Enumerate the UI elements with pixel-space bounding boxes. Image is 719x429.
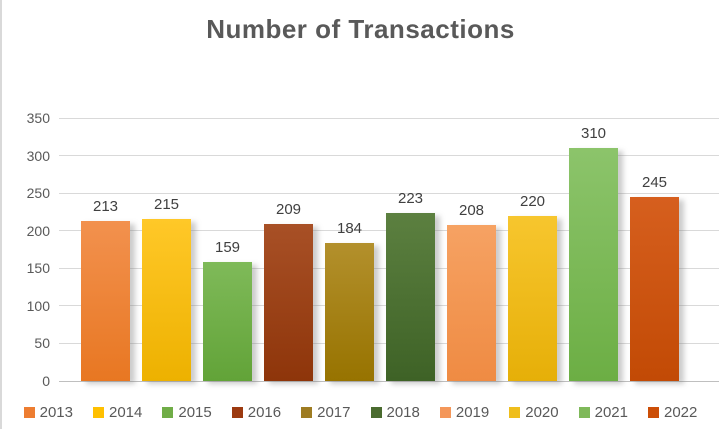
bar-2015 <box>203 261 252 381</box>
legend-label-2020: 2020 <box>525 404 559 421</box>
bar-2014 <box>142 219 191 381</box>
legend-swatch-2018 <box>370 407 382 418</box>
legend-swatch-2013 <box>23 407 35 418</box>
gridline-y-0 <box>59 380 719 382</box>
legend-swatch-2022 <box>648 407 659 418</box>
bar-value-label-2016: 209 <box>275 200 302 218</box>
legend-label-2013: 2013 <box>39 404 73 421</box>
legend-item-2021: 2021 <box>578 404 628 421</box>
y-tick-label-100: 100 <box>26 297 50 314</box>
bar-value-label-2017: 184 <box>336 219 363 237</box>
bar-value-label-2022: 245 <box>641 173 668 191</box>
legend-item-2022: 2022 <box>648 404 697 421</box>
bar-2017 <box>325 242 374 381</box>
legend-item-2013: 2013 <box>23 404 73 421</box>
bar-2020 <box>508 215 557 381</box>
legend-item-2018: 2018 <box>370 404 420 421</box>
gridline-y-300 <box>59 155 719 157</box>
bar-2018 <box>386 213 435 381</box>
y-tick-label-250: 250 <box>26 185 50 202</box>
legend-item-2020: 2020 <box>509 404 559 421</box>
legend-label-2022: 2022 <box>664 404 698 421</box>
legend-swatch-2017 <box>301 407 313 418</box>
bar-2013 <box>81 220 130 381</box>
legend-swatch-2021 <box>578 407 590 418</box>
y-tick-label-0: 0 <box>42 373 50 389</box>
legend-swatch-2020 <box>509 407 521 418</box>
bar-value-label-2015: 159 <box>214 238 241 256</box>
bar-value-label-2018: 223 <box>397 190 424 208</box>
y-tick-label-300: 300 <box>26 147 50 164</box>
legend-label-2016: 2016 <box>247 404 282 421</box>
bar-2016 <box>264 223 313 381</box>
legend-item-2015: 2015 <box>162 404 212 421</box>
legend-label-2014: 2014 <box>109 404 143 421</box>
chart-title: Number of Transactions <box>206 14 515 44</box>
legend-swatch-2014 <box>93 407 104 418</box>
plot-area <box>59 117 719 382</box>
legend-swatch-2015 <box>162 407 174 418</box>
gridline-y-350 <box>59 117 719 119</box>
bar-value-label-2021: 310 <box>580 125 607 143</box>
legend-label-2019: 2019 <box>455 404 490 421</box>
legend-swatch-2016 <box>231 407 243 418</box>
legend-item-2014: 2014 <box>93 404 142 421</box>
bar-2021 <box>569 148 618 381</box>
legend-label-2015: 2015 <box>178 404 212 421</box>
legend-label-2018: 2018 <box>386 404 420 421</box>
bar-value-label-2019: 208 <box>458 201 485 219</box>
bar-value-label-2014: 215 <box>153 196 180 214</box>
bar-value-label-2020: 220 <box>519 192 546 210</box>
legend-label-2017: 2017 <box>317 404 351 421</box>
y-tick-label-150: 150 <box>26 260 50 277</box>
y-tick-label-350: 350 <box>26 110 50 126</box>
legend-label-2021: 2021 <box>594 404 628 421</box>
legend-item-2016: 2016 <box>231 404 282 421</box>
legend-swatch-2019 <box>439 407 451 418</box>
y-tick-label-50: 50 <box>34 335 50 352</box>
legend: 2013 2014 2015 2016 2017 2018 2019 2020 2021 2022 <box>2 404 719 421</box>
bar-2022 <box>630 196 679 381</box>
legend-item-2017: 2017 <box>301 404 351 421</box>
bar-value-label-2013: 213 <box>92 197 119 215</box>
y-tick-label-200: 200 <box>26 222 50 239</box>
gridline-y-250 <box>59 192 719 194</box>
legend-item-2019: 2019 <box>439 404 490 421</box>
bar-2019 <box>447 224 496 381</box>
